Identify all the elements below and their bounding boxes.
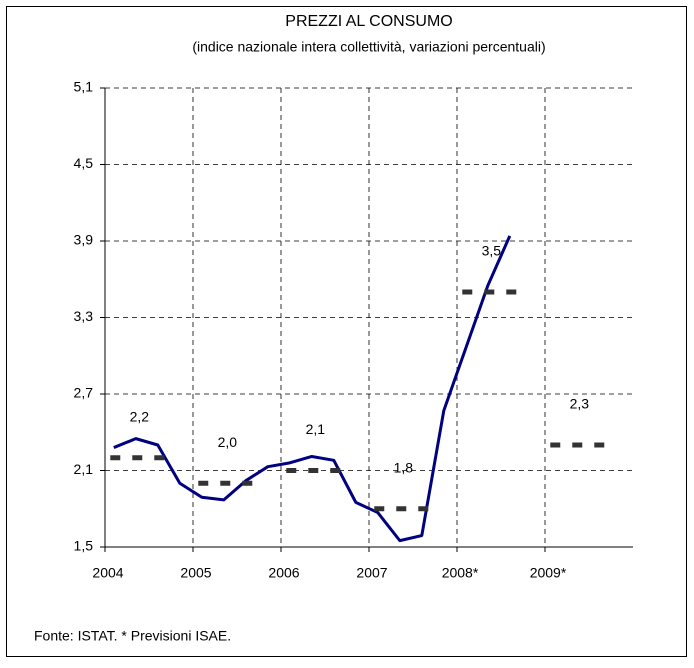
footer: Fonte: ISTAT. * Previsioni ISAE. [34,628,231,644]
y-tick-label: 5,1 [74,79,94,95]
chart-subtitle: (indice nazionale intera collettività, v… [192,39,545,55]
y-tick-label: 4,5 [74,155,94,171]
x-tick-label: 2006 [268,565,299,581]
data-label: 2,1 [306,421,326,437]
frame [6,6,687,657]
y-tick-label: 2,1 [74,461,94,477]
data-label: 2,2 [130,408,150,424]
data-line [113,235,512,543]
chart-title: PREZZI AL CONSUMO [285,13,452,30]
data-label: 1,8 [394,459,414,475]
x-tick-label: 2004 [92,565,123,581]
y-tick-label: 1,5 [74,538,94,554]
y-tick-label: 2,7 [74,385,94,401]
y-tick-label: 3,9 [74,232,94,248]
y-tick-label: 3,3 [74,308,94,324]
x-tick-label: 2007 [356,565,387,581]
data-label: 2,0 [218,434,238,450]
x-tick-label: 2008* [442,565,479,581]
x-tick-label: 2009* [530,565,567,581]
data-label: 2,3 [570,396,590,412]
data-label: 3,5 [482,243,502,259]
x-tick-label: 2005 [180,565,211,581]
